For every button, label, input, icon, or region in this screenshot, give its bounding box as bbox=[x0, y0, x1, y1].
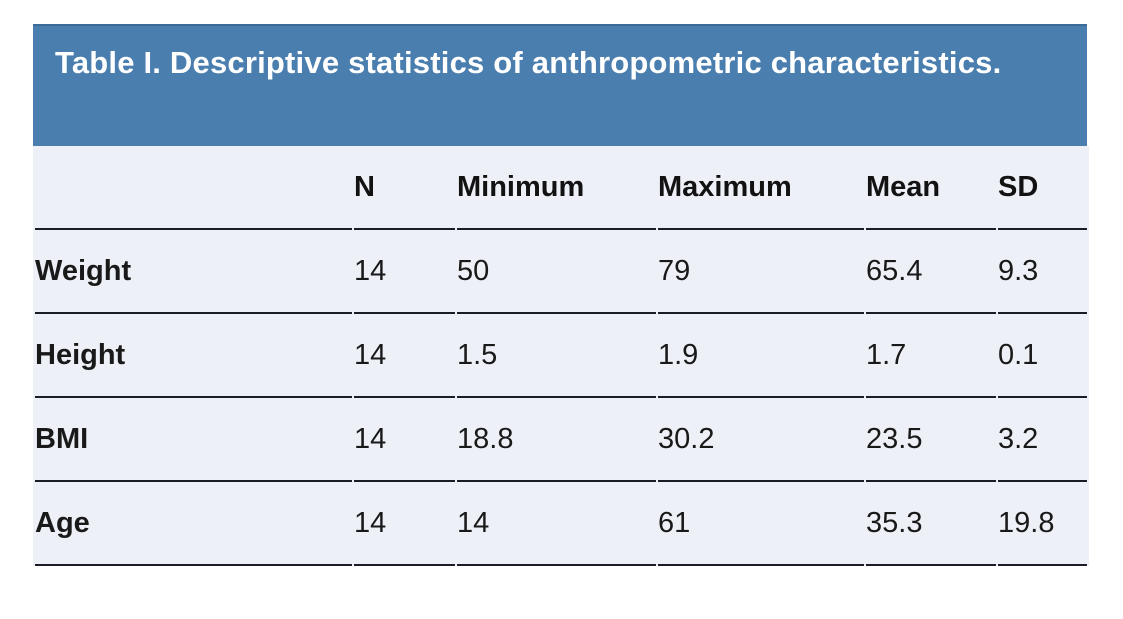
cell-weight-n: 14 bbox=[354, 230, 455, 314]
cell-bmi-n: 14 bbox=[354, 398, 455, 482]
row-label-height: Height bbox=[35, 314, 352, 398]
cell-weight-sd: 9.3 bbox=[998, 230, 1087, 314]
table-title-banner: Table I. Descriptive statistics of anthr… bbox=[33, 24, 1087, 146]
column-header-empty bbox=[35, 146, 352, 230]
column-header-mean: Mean bbox=[866, 146, 996, 230]
descriptive-statistics-table: N Minimum Maximum Mean SD Weight 14 50 7… bbox=[33, 146, 1089, 566]
row-label-weight: Weight bbox=[35, 230, 352, 314]
cell-bmi-sd: 3.2 bbox=[998, 398, 1087, 482]
table-row-bmi: BMI 14 18.8 30.2 23.5 3.2 bbox=[35, 398, 1087, 482]
cell-age-sd: 19.8 bbox=[998, 482, 1087, 566]
cell-weight-minimum: 50 bbox=[457, 230, 656, 314]
table-title: Table I. Descriptive statistics of anthr… bbox=[55, 45, 1002, 80]
table-row-weight: Weight 14 50 79 65.4 9.3 bbox=[35, 230, 1087, 314]
cell-bmi-mean: 23.5 bbox=[866, 398, 996, 482]
cell-height-mean: 1.7 bbox=[866, 314, 996, 398]
table-row-height: Height 14 1.5 1.9 1.7 0.1 bbox=[35, 314, 1087, 398]
cell-height-sd: 0.1 bbox=[998, 314, 1087, 398]
row-label-age: Age bbox=[35, 482, 352, 566]
cell-age-minimum: 14 bbox=[457, 482, 656, 566]
cell-age-mean: 35.3 bbox=[866, 482, 996, 566]
cell-age-n: 14 bbox=[354, 482, 455, 566]
cell-weight-mean: 65.4 bbox=[866, 230, 996, 314]
cell-bmi-minimum: 18.8 bbox=[457, 398, 656, 482]
table-row-age: Age 14 14 61 35.3 19.8 bbox=[35, 482, 1087, 566]
cell-bmi-maximum: 30.2 bbox=[658, 398, 864, 482]
cell-age-maximum: 61 bbox=[658, 482, 864, 566]
table-card: Table I. Descriptive statistics of anthr… bbox=[33, 24, 1089, 566]
header-row: N Minimum Maximum Mean SD bbox=[35, 146, 1087, 230]
cell-height-maximum: 1.9 bbox=[658, 314, 864, 398]
cell-height-minimum: 1.5 bbox=[457, 314, 656, 398]
column-header-maximum: Maximum bbox=[658, 146, 864, 230]
cell-height-n: 14 bbox=[354, 314, 455, 398]
column-header-minimum: Minimum bbox=[457, 146, 656, 230]
row-label-bmi: BMI bbox=[35, 398, 352, 482]
cell-weight-maximum: 79 bbox=[658, 230, 864, 314]
column-header-n: N bbox=[354, 146, 455, 230]
column-header-sd: SD bbox=[998, 146, 1087, 230]
